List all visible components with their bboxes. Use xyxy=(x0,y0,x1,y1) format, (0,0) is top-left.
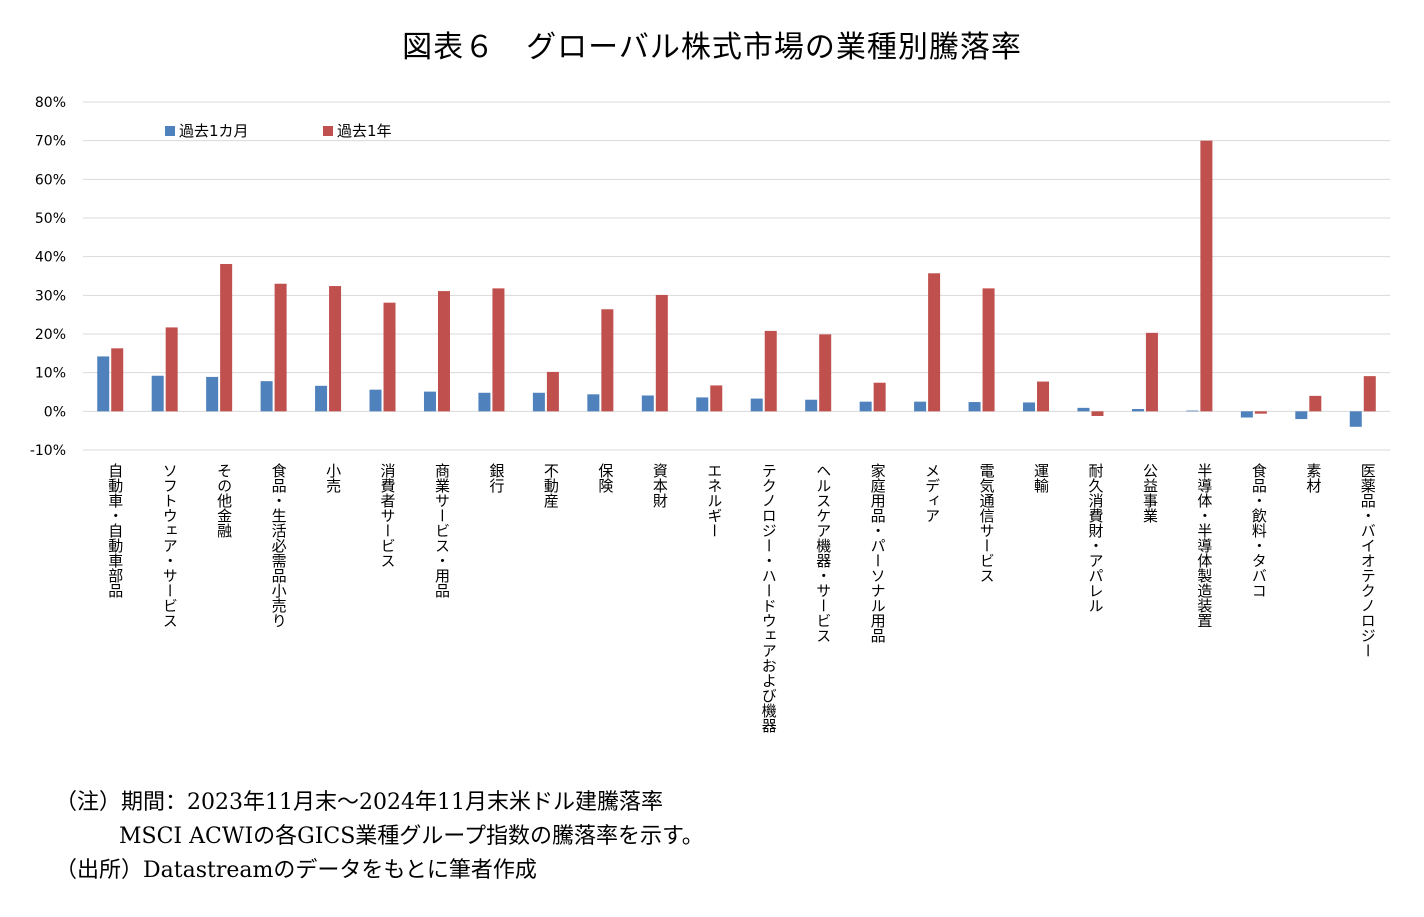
x-tick-label: 耐久消費財・アパレル xyxy=(1086,463,1104,613)
x-tick-label: 食品・生活必需品小売り xyxy=(270,463,288,628)
bar-1y xyxy=(492,288,505,412)
notes: （注）期間：2023年11月末～2024年11月末米ドル建騰落率 MSCI AC… xyxy=(55,786,704,888)
legend-label: 過去1年 xyxy=(337,122,392,140)
x-tick-label: 資本財 xyxy=(651,463,669,508)
bar-1y xyxy=(383,302,396,412)
bar-1y xyxy=(1091,411,1104,416)
bar-1y xyxy=(437,291,450,412)
x-tick-label: 素材 xyxy=(1304,463,1322,493)
legend: 過去1カ月 過去1年 xyxy=(165,122,392,140)
bar-1m xyxy=(478,392,491,412)
y-tick-label: 10% xyxy=(35,366,66,382)
y-tick-label: 0% xyxy=(44,404,66,420)
legend-label: 過去1カ月 xyxy=(179,122,249,140)
x-tick-label: 不動産 xyxy=(542,463,560,509)
x-tick-label: 小売 xyxy=(324,463,342,494)
bar-1m xyxy=(968,402,981,412)
bar-1y xyxy=(928,273,941,412)
bar-1m xyxy=(914,401,927,412)
x-tick-label: その他金融 xyxy=(215,463,233,538)
x-tick-label: 銀行 xyxy=(487,463,505,494)
y-tick-label: 20% xyxy=(35,327,66,343)
bar-1m xyxy=(859,401,872,412)
bar-1y xyxy=(220,264,233,412)
bar-1m xyxy=(206,376,219,412)
bar-1y xyxy=(601,309,614,412)
x-tick-label: ソフトウェア・サービス xyxy=(161,463,179,628)
x-tick-label: メディア xyxy=(923,463,941,523)
x-tick-label: 自動車・自動車部品 xyxy=(106,463,124,598)
x-tick-label: 半導体・半導体製造装置 xyxy=(1195,463,1213,628)
bar-1m xyxy=(1295,411,1308,420)
note-period: （注）期間：2023年11月末～2024年11月末米ドル建騰落率 xyxy=(55,790,663,815)
bar-1y xyxy=(819,334,832,412)
bar-1m xyxy=(97,356,110,412)
bar-1m xyxy=(1023,402,1036,412)
bar-1m xyxy=(260,381,273,412)
bar-1m xyxy=(532,392,545,412)
bar-1y xyxy=(982,288,995,412)
bar-1y xyxy=(165,327,178,412)
note-source: （出所）Datastreamのデータをもとに筆者作成 xyxy=(55,858,537,883)
bar-1m xyxy=(315,385,328,412)
bar-1y xyxy=(1200,140,1213,412)
bar-1y xyxy=(111,348,124,412)
y-tick-label: 40% xyxy=(35,250,66,266)
y-tick-label: 50% xyxy=(35,211,66,227)
legend-swatch xyxy=(165,126,175,136)
bar-1m xyxy=(1186,410,1199,412)
x-tick-label: 食品・飲料・タバコ xyxy=(1250,463,1268,598)
bar-1m xyxy=(1077,407,1090,412)
y-tick-label: 60% xyxy=(35,172,66,188)
y-axis: -10% 0% 10% 20% 30% 40% 50% 60% 70% 80% xyxy=(30,95,66,459)
x-tick-label: テクノロジー・ハードウェアおよび機器 xyxy=(760,463,778,733)
note-description: MSCI ACWIの各GICS業種グループ指数の騰落率を示す。 xyxy=(119,824,704,849)
legend-swatch xyxy=(323,126,333,136)
x-tick-label: 運輸 xyxy=(1032,463,1050,493)
bar-1m xyxy=(1240,411,1253,418)
x-tick-label: エネルギー xyxy=(705,463,723,538)
bar-1m xyxy=(423,391,436,412)
bar-1m xyxy=(1131,409,1144,412)
x-tick-label: 医薬品・バイオテクノロジー xyxy=(1359,463,1377,658)
x-axis: 自動車・自動車部品 ソフトウェア・サービス その他金融 食品・生活必需品小売り 小売 消費… xyxy=(106,463,1377,733)
bar-chart: -10% 0% 10% 20% 30% 40% 50% 60% 70% 80% 自動車・自動車部品… xyxy=(30,95,1390,733)
bar-1y xyxy=(764,330,777,412)
bar-1m xyxy=(805,399,818,412)
chart-title: 図表６ グローバル株式市場の業種別騰落率 xyxy=(402,30,1022,65)
bar-1y xyxy=(1363,376,1376,412)
bars xyxy=(97,140,1376,427)
x-tick-label: 電気通信サービス xyxy=(978,463,996,583)
bar-1y xyxy=(1145,332,1158,412)
bar-1y xyxy=(710,385,723,412)
x-tick-label: 家庭用品・パーソナル用品 xyxy=(869,463,887,643)
bar-1m xyxy=(369,389,382,412)
bar-1m xyxy=(587,394,600,412)
y-tick-label: 70% xyxy=(35,134,66,150)
x-tick-label: 保険 xyxy=(596,463,614,493)
y-tick-label: 30% xyxy=(35,288,66,304)
bar-1m xyxy=(151,375,164,412)
y-tick-label: 80% xyxy=(35,95,66,111)
y-tick-label: -10% xyxy=(30,443,66,459)
bar-1y xyxy=(873,382,886,412)
bar-1m xyxy=(1349,411,1362,427)
bar-1y xyxy=(329,286,342,412)
x-tick-label: 消費者サービス xyxy=(379,463,397,568)
bar-1y xyxy=(546,371,559,412)
bar-1y xyxy=(1254,411,1267,414)
bar-1y xyxy=(274,283,287,412)
x-tick-label: ヘルスケア機器・サービス xyxy=(814,463,832,643)
bar-1y xyxy=(1309,395,1322,412)
bar-1m xyxy=(641,395,654,412)
x-tick-label: 商業サービス・用品 xyxy=(433,463,451,598)
bar-1m xyxy=(696,397,709,412)
x-tick-label: 公益事業 xyxy=(1141,463,1159,523)
bar-1m xyxy=(750,398,763,412)
grid-lines xyxy=(83,101,1390,451)
bar-1y xyxy=(655,294,668,412)
bar-1y xyxy=(1037,381,1050,412)
